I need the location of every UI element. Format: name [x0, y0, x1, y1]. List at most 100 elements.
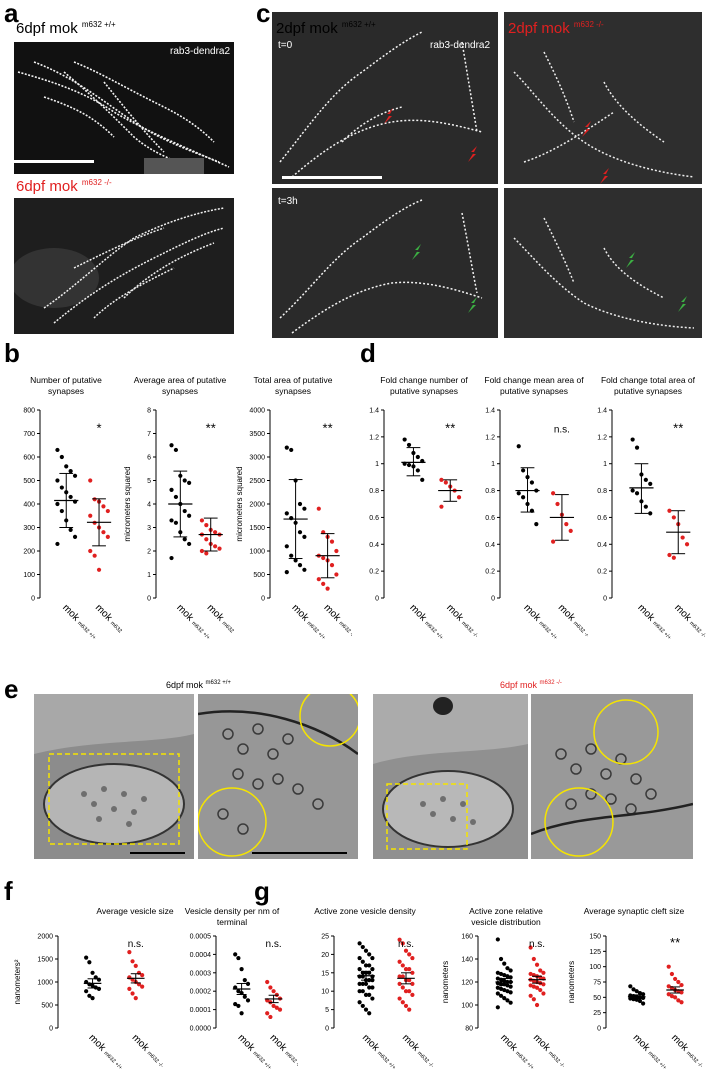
y-tick-label: 125 [589, 949, 601, 956]
data-point [316, 577, 321, 582]
data-point [233, 952, 238, 957]
y-tick-label: 0 [597, 1026, 601, 1033]
data-point [495, 985, 500, 990]
data-point [55, 541, 60, 547]
chart-active-zone-density: 0 5 10 15 20 25 mok m632 +/+mok m632 -/- n.s. [321, 934, 438, 1072]
data-point [293, 558, 298, 563]
data-point [105, 508, 110, 514]
data-point [363, 948, 369, 953]
y-tick-label: 6 [147, 455, 151, 462]
data-point [242, 978, 247, 983]
y-tick-label: 300 [23, 525, 35, 532]
data-point [521, 495, 526, 500]
data-point [357, 941, 362, 946]
y-tick-label: 1 [375, 461, 379, 468]
y-tick-label: 80 [465, 1026, 473, 1033]
data-point [245, 998, 251, 1003]
x-tick-label: mok m632 -/- [556, 602, 588, 640]
data-point [667, 552, 672, 558]
data-point [671, 515, 676, 520]
data-point [239, 967, 244, 972]
data-point [274, 1005, 279, 1010]
data-point [634, 445, 640, 450]
data-point [676, 979, 681, 985]
data-point [528, 971, 533, 977]
data-point [508, 1000, 513, 1005]
data-point [538, 968, 543, 973]
data-point [643, 477, 648, 482]
chart-vesicle-density: 0.0000 0.0001 0.0002 0.0003 0.0004 0.0005 mok … [190, 934, 298, 1072]
data-point [534, 985, 540, 990]
data-point [637, 998, 643, 1004]
y-tick-label: 3 [147, 525, 151, 532]
data-point [59, 485, 64, 490]
data-point [400, 974, 405, 979]
y-tick-label: 0.0001 [190, 1007, 212, 1014]
y-tick-label: 0 [603, 596, 607, 603]
data-point [127, 986, 132, 991]
y-tick-label: 500 [253, 572, 265, 579]
chart-fold-change-number: 0 0.2 0.4 0.6 0.8 1 1.2 1.4 mok m632 +/+mok m632… [369, 408, 478, 642]
time-label-t3: t=3h [278, 196, 298, 207]
data-point [439, 504, 444, 509]
data-point [329, 539, 335, 544]
data-point [541, 970, 546, 975]
data-point [321, 581, 326, 586]
y-tick-label: 0.0004 [190, 952, 212, 959]
significance-label: ** [673, 421, 683, 436]
panel-c-right-title: 2dpf mok m632 -/- [508, 20, 604, 37]
data-point [55, 478, 60, 483]
y-tick-label: 0.2 [369, 569, 379, 576]
data-point [648, 511, 653, 516]
data-point [302, 567, 307, 572]
data-point [407, 952, 412, 957]
data-point [357, 1000, 362, 1005]
data-point [502, 973, 507, 978]
data-point [541, 991, 546, 996]
data-point [630, 437, 635, 442]
data-point [84, 989, 89, 994]
panel-c-left-title: 2dpf mok m632 +/+ [276, 20, 376, 37]
data-point [363, 1007, 369, 1012]
data-point [407, 989, 412, 994]
data-point [495, 991, 500, 996]
y-tick-label: 0 [49, 1026, 53, 1033]
chart-d3-title: Fold change total area of putative synap… [600, 375, 696, 397]
y-tick-label: 15 [321, 970, 329, 977]
data-point [406, 442, 412, 448]
data-point [666, 984, 671, 989]
data-point [367, 1011, 372, 1016]
y-tick-label: 0 [491, 596, 495, 603]
data-point [55, 501, 60, 507]
y-tick-label: 25 [321, 934, 329, 941]
data-point [505, 974, 510, 979]
chart-fold-change-total-area: 0 0.2 0.4 0.6 0.8 1 1.2 1.4 mok m632 +/+mok m632… [597, 408, 706, 642]
data-point [495, 970, 500, 975]
data-point [407, 978, 412, 983]
data-point [130, 991, 135, 996]
data-point [360, 989, 365, 994]
data-point [671, 555, 676, 560]
x-tick-label: mok m632 -/- [93, 602, 122, 640]
data-point [363, 981, 369, 986]
y-tick-label: 0 [147, 596, 151, 603]
y-tick-label: 1500 [37, 957, 53, 964]
panel-a-top-title: 6dpf mok m632 +/+ [16, 20, 116, 37]
data-point [666, 964, 671, 969]
data-point [397, 996, 402, 1001]
x-tick-label: mok m632 +/+ [521, 602, 561, 642]
data-point [534, 1002, 540, 1008]
data-point [370, 967, 375, 972]
data-point [370, 978, 375, 983]
x-tick-label: mok m632 -/- [400, 1032, 438, 1070]
data-point [403, 948, 409, 953]
y-tick-label: 160 [461, 934, 473, 941]
x-tick-label: mok m632 -/- [672, 602, 706, 640]
data-point [242, 994, 247, 999]
chart-b2-title: Average area of putative synapses [133, 375, 227, 397]
chart-d2-title: Fold change mean area of putative synaps… [484, 375, 584, 397]
chart-b1-title: Number of putative synapses [30, 375, 102, 397]
data-point [564, 522, 569, 527]
data-point [406, 462, 412, 468]
data-point [370, 955, 375, 961]
